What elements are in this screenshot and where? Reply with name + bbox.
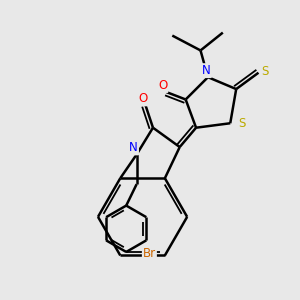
Text: N: N <box>129 141 138 154</box>
Text: S: S <box>238 117 245 130</box>
Text: Br: Br <box>143 248 156 260</box>
Text: O: O <box>158 79 167 92</box>
Text: O: O <box>138 92 147 105</box>
Text: N: N <box>202 64 211 77</box>
Text: S: S <box>261 65 269 78</box>
